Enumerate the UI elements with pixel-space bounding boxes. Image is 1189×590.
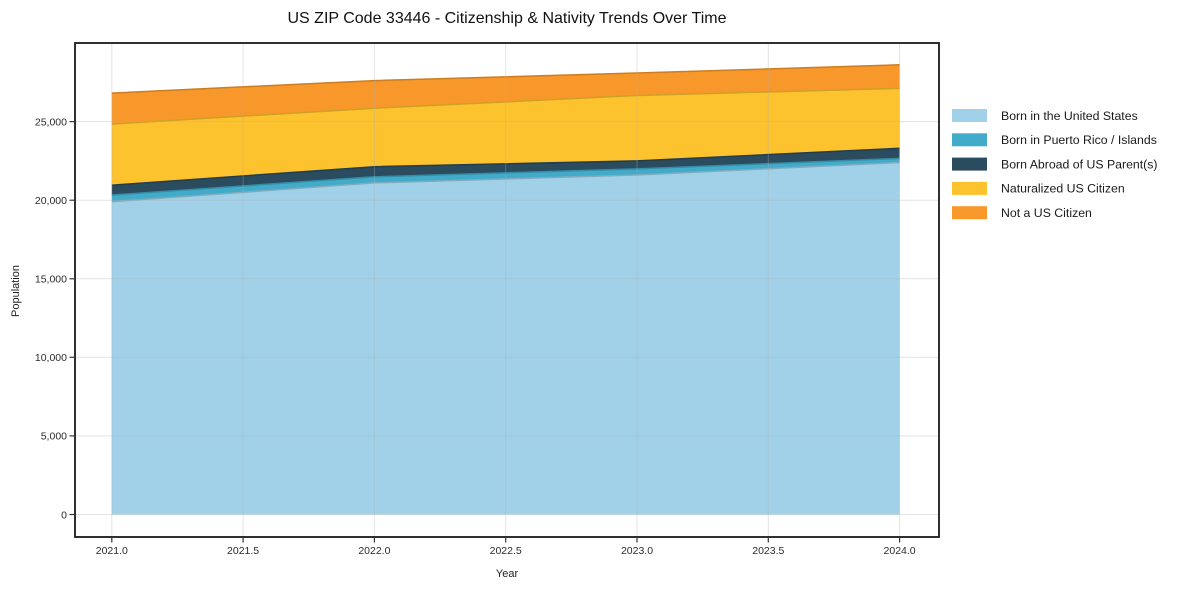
x-tick-label: 2023.5: [752, 545, 784, 557]
y-tick-label: 15,000: [35, 274, 67, 286]
legend-label: Born in the United States: [1001, 109, 1138, 123]
legend-item-born-in-puerto-rico-islands: Born in Puerto Rico / Islands: [952, 133, 1157, 147]
legend: Born in the United States Born in Puerto …: [952, 109, 1158, 220]
x-tick-label: 2023.0: [621, 545, 653, 557]
y-tick-label: 10,000: [35, 352, 67, 364]
area-born-in-puerto-rico-islands: [111, 158, 900, 202]
area-top-edge-born-in-the-united-states: [111, 161, 900, 203]
x-tick-label: 2021.0: [96, 545, 128, 557]
legend-label: Naturalized US Citizen: [1001, 182, 1125, 196]
legend-swatch-born-in-the-united-states: [952, 109, 987, 122]
x-tick-label: 2022.5: [490, 545, 522, 557]
plot-frame: [74, 42, 940, 538]
legend-item-born-abroad-of-us-parent-s: Born Abroad of US Parent(s): [952, 157, 1158, 171]
legend-item-born-in-the-united-states: Born in the United States: [952, 109, 1138, 123]
y-tick-label: 0: [61, 509, 67, 521]
legend-label: Born Abroad of US Parent(s): [1001, 157, 1158, 171]
legend-swatch-born-in-puerto-rico-islands: [952, 133, 987, 147]
area-not-a-us-citizen: [111, 64, 900, 125]
legend-label: Born in Puerto Rico / Islands: [1001, 133, 1157, 147]
chart-title: US ZIP Code 33446 - Citizenship & Nativi…: [288, 10, 727, 27]
legend-item-not-a-us-citizen: Not a US Citizen: [952, 206, 1092, 220]
legend-label: Not a US Citizen: [1001, 206, 1092, 220]
axis-tick-labels: 2021.0 2021.5 2022.0 2022.5 2023.0 2023.5 2024…: [35, 116, 916, 557]
area-born-in-the-united-states: [111, 162, 900, 515]
axis-ticks: [69, 120, 901, 543]
legend-swatch-naturalized-us-citizen: [952, 181, 987, 195]
x-tick-label: 2022.0: [358, 545, 390, 557]
area-top-edge-born-in-puerto-rico-islands: [111, 157, 900, 196]
x-tick-label: 2024.0: [884, 545, 916, 557]
gridlines: [75, 43, 939, 537]
x-axis-label: Year: [496, 568, 519, 580]
x-tick-label: 2021.5: [227, 545, 259, 557]
legend-swatch-born-abroad-of-us-parent-s: [952, 157, 987, 171]
area-top-edge-not-a-us-citizen: [111, 64, 900, 94]
area-top-edges: [111, 64, 900, 203]
legend-item-naturalized-us-citizen: Naturalized US Citizen: [952, 182, 1125, 196]
legend-swatch-not-a-us-citizen: [952, 206, 987, 220]
y-tick-label: 25,000: [35, 116, 67, 128]
y-tick-label: 20,000: [35, 195, 67, 207]
area-top-edge-born-abroad-of-us-parent-s: [111, 147, 900, 186]
area-born-abroad-of-us-parent-s: [111, 148, 900, 195]
area-top-edge-naturalized-us-citizen: [111, 87, 900, 125]
y-axis-label: Population: [10, 265, 22, 317]
y-tick-label: 5,000: [41, 431, 67, 443]
